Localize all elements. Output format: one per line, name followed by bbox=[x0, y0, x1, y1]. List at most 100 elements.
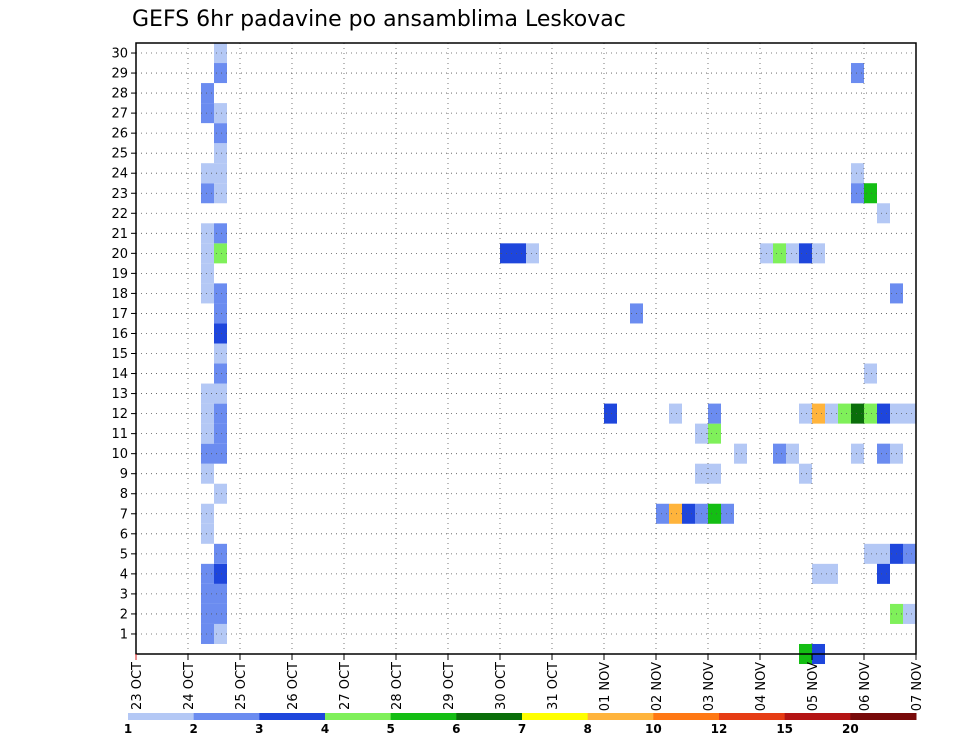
y-tick-label: 16 bbox=[111, 327, 128, 342]
precip-cell bbox=[721, 503, 734, 524]
precip-cell bbox=[201, 623, 214, 644]
precip-cell bbox=[214, 323, 227, 344]
precip-cell bbox=[201, 283, 214, 304]
precip-cell bbox=[214, 63, 227, 84]
y-tick-label: 7 bbox=[120, 507, 128, 522]
x-tick-label: 31 OCT bbox=[546, 662, 561, 710]
precip-cell bbox=[786, 243, 799, 264]
colorbar-label: 15 bbox=[776, 722, 793, 736]
y-tick-label: 14 bbox=[111, 367, 128, 382]
precip-cell bbox=[214, 403, 227, 424]
precip-cell bbox=[877, 563, 890, 584]
precip-cell bbox=[201, 523, 214, 544]
y-tick-label: 18 bbox=[111, 287, 128, 302]
colorbar-label: 12 bbox=[711, 722, 728, 736]
precip-cell bbox=[201, 463, 214, 484]
x-tick-label: 28 OCT bbox=[390, 662, 405, 710]
precip-cell bbox=[851, 443, 864, 464]
heatmap-cells bbox=[201, 43, 916, 665]
precip-cell bbox=[799, 463, 812, 484]
y-tick-label: 29 bbox=[111, 67, 128, 82]
precip-cell bbox=[513, 243, 526, 264]
colorbar-swatch bbox=[784, 713, 851, 720]
precip-cell bbox=[851, 183, 864, 204]
precip-cell bbox=[214, 143, 227, 164]
chart-title: GEFS 6hr padavine po ansamblima Leskovac bbox=[132, 7, 626, 32]
y-tick-label: 12 bbox=[111, 407, 128, 422]
y-tick-label: 10 bbox=[111, 447, 128, 462]
y-tick-label: 22 bbox=[111, 207, 128, 222]
y-tick-label: 4 bbox=[120, 567, 128, 582]
precip-cell bbox=[214, 243, 227, 264]
colorbar: 1 2 3 4 5 6 7 8 10 12 15 20 bbox=[124, 713, 917, 736]
y-tick-label: 27 bbox=[111, 107, 128, 122]
precip-cell bbox=[214, 483, 227, 504]
precip-cell bbox=[877, 443, 890, 464]
colorbar-label: 5 bbox=[386, 722, 394, 736]
precip-cell bbox=[201, 223, 214, 244]
x-tick-label: 05 NOV bbox=[806, 662, 821, 711]
precip-cell bbox=[201, 563, 214, 584]
colorbar-label: 6 bbox=[452, 722, 460, 736]
precip-cell bbox=[877, 403, 890, 424]
precip-cell bbox=[214, 223, 227, 244]
precip-cell bbox=[877, 203, 890, 224]
precip-cell bbox=[214, 443, 227, 464]
x-tick-label: 07 NOV bbox=[910, 662, 925, 711]
colorbar-swatch bbox=[850, 713, 917, 720]
precip-cell bbox=[669, 503, 682, 524]
precip-cell bbox=[864, 363, 877, 384]
precip-cell bbox=[214, 383, 227, 404]
y-tick-label: 3 bbox=[120, 587, 128, 602]
precip-cell bbox=[656, 503, 669, 524]
precip-cell bbox=[214, 43, 227, 64]
colorbar-label: 3 bbox=[255, 722, 263, 736]
colorbar-swatch bbox=[259, 713, 326, 720]
plot-frame bbox=[135, 42, 917, 655]
precip-cell bbox=[201, 163, 214, 184]
precip-cell bbox=[851, 63, 864, 84]
precip-cell bbox=[201, 423, 214, 444]
precip-cell bbox=[877, 543, 890, 564]
y-tick-label: 15 bbox=[111, 347, 128, 362]
precip-cell bbox=[799, 243, 812, 264]
precip-cell bbox=[201, 263, 214, 284]
precip-cell bbox=[214, 603, 227, 624]
y-tick-label: 28 bbox=[111, 87, 128, 102]
precip-cell bbox=[214, 423, 227, 444]
colorbar-swatch bbox=[325, 713, 392, 720]
precip-cell bbox=[201, 243, 214, 264]
x-tick-label: 29 OCT bbox=[442, 662, 457, 710]
y-tick-label: 5 bbox=[120, 547, 128, 562]
precip-cell bbox=[682, 503, 695, 524]
y-tick-label: 23 bbox=[111, 187, 128, 202]
x-tick-label: 01 NOV bbox=[598, 662, 613, 711]
precip-cell bbox=[812, 243, 825, 264]
precip-cell bbox=[604, 403, 617, 424]
precip-cell bbox=[799, 403, 812, 424]
colorbar-swatch bbox=[653, 713, 720, 720]
precip-cell bbox=[812, 403, 825, 424]
colorbar-label: 10 bbox=[645, 722, 662, 736]
precip-cell bbox=[201, 183, 214, 204]
precip-cell bbox=[201, 403, 214, 424]
colorbar-swatch bbox=[522, 713, 589, 720]
y-tick-label: 1 bbox=[120, 627, 128, 642]
y-tick-label: 11 bbox=[111, 427, 128, 442]
y-tick-label: 17 bbox=[111, 307, 128, 322]
precip-cell bbox=[201, 603, 214, 624]
x-tick-label: 03 NOV bbox=[702, 662, 717, 711]
precip-cell bbox=[773, 443, 786, 464]
y-tick-label: 25 bbox=[111, 147, 128, 162]
colorbar-swatch bbox=[128, 713, 195, 720]
precip-cell bbox=[708, 423, 721, 444]
y-tick-label: 8 bbox=[120, 487, 128, 502]
precip-cell bbox=[201, 443, 214, 464]
y-tick-label: 21 bbox=[111, 227, 128, 242]
precip-cell bbox=[214, 543, 227, 564]
precip-cell bbox=[864, 403, 877, 424]
y-axis-ticks: 1234567891011121314151617181920212223242… bbox=[111, 47, 136, 642]
precip-cell bbox=[669, 403, 682, 424]
y-tick-label: 24 bbox=[111, 167, 128, 182]
